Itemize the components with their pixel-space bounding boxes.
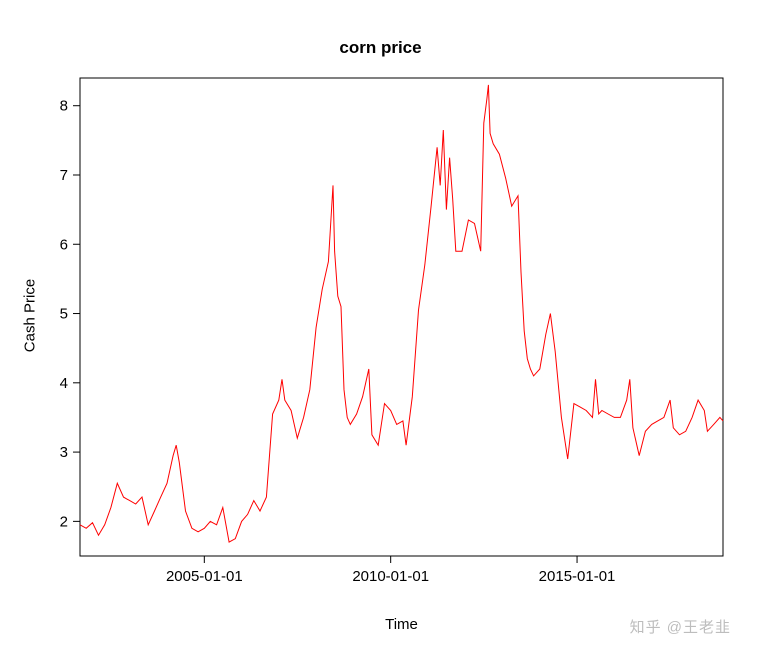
svg-text:6: 6 <box>60 236 68 253</box>
svg-text:5: 5 <box>60 306 68 323</box>
svg-text:7: 7 <box>60 167 68 184</box>
svg-text:8: 8 <box>60 98 68 115</box>
svg-text:2010-01-01: 2010-01-01 <box>352 568 429 585</box>
watermark: 知乎 @王老韭 <box>630 616 731 637</box>
svg-text:2015-01-01: 2015-01-01 <box>539 568 616 585</box>
svg-text:4: 4 <box>60 375 68 392</box>
price-line <box>80 85 723 542</box>
svg-text:2: 2 <box>60 513 68 530</box>
svg-text:2005-01-01: 2005-01-01 <box>166 568 243 585</box>
svg-text:3: 3 <box>60 444 68 461</box>
line-chart: 2 3 4 5 6 7 8 2005-01-01 2010-01-01 2015-01-01 <box>0 0 761 655</box>
